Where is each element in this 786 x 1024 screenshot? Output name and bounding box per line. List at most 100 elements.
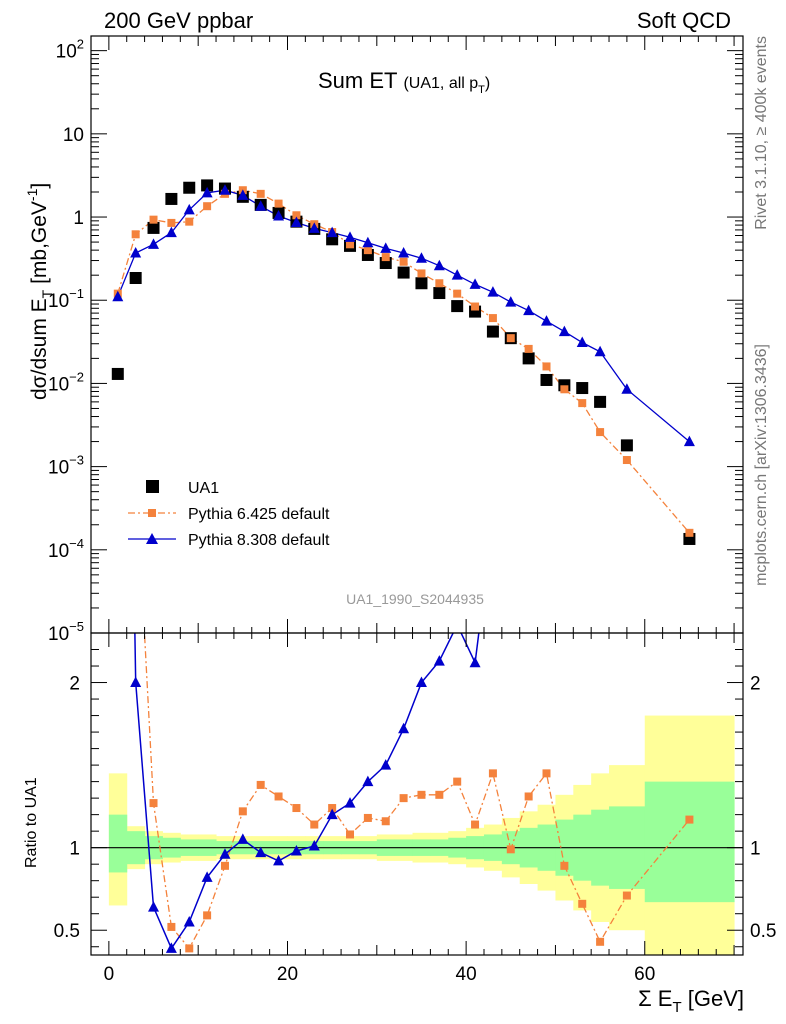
inner-band-bin (644, 781, 735, 903)
pythia8-point (683, 435, 695, 447)
ratio-pythia8-point (130, 676, 142, 688)
pythia6-point (131, 230, 140, 239)
x-axis-label-sub: T (672, 999, 681, 1016)
pythia8-point (398, 246, 410, 258)
ratio-y-axis-label: Ratio to UA1 (23, 777, 40, 868)
pythia8-point (130, 246, 142, 258)
top-y-axis-label-sub: T (39, 289, 55, 298)
y-tick-label: 10−3 (48, 453, 84, 479)
plot-title: Sum ET (UA1, all pT) (318, 68, 490, 96)
pythia6-point (524, 344, 533, 353)
ratio-pythia6-point (685, 815, 694, 824)
pythia8-point (273, 209, 285, 221)
legend-ua1-marker (146, 480, 159, 493)
ratio-pythia8-point (505, 559, 516, 570)
ratio-pythia8-point (165, 942, 177, 953)
ratio-pythia6-point (256, 780, 265, 789)
analysis-watermark: UA1_1990_S2044935 (346, 591, 484, 607)
ua1-point (594, 395, 607, 408)
pythia6-point (578, 399, 587, 408)
pythia6-point (363, 246, 372, 255)
ratio-uncertainty-bands (91, 715, 743, 955)
pythia8-point (362, 236, 374, 248)
ratio-pythia6-point (328, 804, 337, 813)
pythia8-point (148, 238, 160, 249)
ua1-point (147, 221, 160, 234)
ratio-pythia8-point (237, 833, 249, 844)
ua1-point (433, 287, 446, 300)
ua1-point (522, 352, 535, 365)
pythia8-point (576, 336, 588, 348)
ratio-pythia6-point (435, 790, 444, 799)
ratio-pythia8-point (398, 722, 410, 734)
ratio-pythia8-point (148, 901, 160, 912)
pythia8-point (290, 216, 302, 227)
ratio-panel-series (130, 515, 694, 953)
ratio-pythia8-point (308, 840, 320, 851)
ua1-point (111, 367, 124, 380)
plot-title-suffix: (UA1, all p (403, 75, 478, 92)
pythia6-point (435, 279, 444, 288)
ratio-pythia6-point (381, 817, 390, 826)
ratio-pythia6-point (453, 777, 462, 786)
pythia6-point (149, 215, 158, 224)
background-layer (91, 715, 743, 955)
pythia6-point (453, 289, 462, 298)
plot-title-suffix-sub: T (478, 84, 485, 96)
pythia6-point (346, 240, 355, 249)
ua1-point (165, 192, 178, 205)
ratio-pythia6-point (220, 861, 229, 870)
pythia8-point (201, 186, 213, 198)
plot-title-suffix-end: ) (485, 75, 490, 92)
x-tick-label: 40 (456, 964, 477, 985)
pythia6-point (542, 362, 551, 371)
pythia6-point (560, 385, 569, 394)
x-tick-label: 60 (634, 964, 655, 985)
ratio-pythia6-point (363, 813, 372, 822)
pythia8-point (621, 383, 633, 394)
pythia8-point (415, 252, 427, 263)
ratio-y-tick-label-right: 2 (750, 674, 761, 695)
ua1-point (451, 300, 464, 313)
y-tick-label: 10−4 (48, 536, 84, 562)
pythia8-point (505, 296, 517, 307)
pythia8-point (183, 203, 195, 215)
top-y-axis-label-main: dσ/dsum E (28, 298, 51, 400)
legend: UA1 Pythia 6.425 default Pythia 8.308 de… (128, 480, 330, 549)
pythia8-point (308, 222, 320, 233)
pythia6-point (292, 211, 301, 220)
pythia8-point (344, 231, 356, 242)
x-tick-label: 0 (104, 964, 115, 985)
pythia8-point (112, 290, 124, 302)
pythia8-point (326, 226, 338, 238)
ratio-pythia8-point (487, 515, 498, 526)
ratio-y-tick-label-right: 1 (750, 839, 761, 860)
ratio-y-tick-label-left: 2 (69, 674, 80, 695)
ratio-pythia6-point (399, 794, 408, 803)
pythia6-point (622, 456, 631, 465)
ratio-pythia8-line (134, 633, 480, 950)
ratio-pythia6-point (167, 922, 176, 931)
pythia6-point (203, 202, 212, 211)
header-right: Soft QCD (637, 8, 731, 33)
pythia6-point (596, 428, 605, 437)
ratio-pythia8-point (326, 808, 338, 820)
ratio-pythia6-line (143, 633, 690, 950)
pythia8-point (469, 278, 481, 289)
ratio-pythia6-point (203, 911, 212, 920)
x-axis-label-main: Σ E (638, 986, 672, 1011)
pythia6-point (399, 257, 408, 266)
top-y-axis-label: dσ/dsum ET [mb,GeV-1] (24, 183, 55, 400)
ratio-pythia8-point (201, 871, 213, 882)
legend-pythia6-label: Pythia 6.425 default (188, 506, 330, 523)
top-y-axis-label-unit-sup: -1 (24, 188, 40, 201)
y-tick-label: 102 (56, 37, 84, 63)
pythia8-point (433, 259, 445, 271)
y-tick-label: 10−1 (48, 286, 84, 312)
pythia8-point (451, 269, 463, 280)
legend-pythia6-marker (148, 509, 156, 517)
ratio-pythia8-point (183, 915, 195, 927)
legend-pythia8-label: Pythia 8.308 default (188, 532, 330, 549)
ratio-panel-frame (90, 632, 744, 956)
ratio-pythia6-point (346, 830, 355, 839)
